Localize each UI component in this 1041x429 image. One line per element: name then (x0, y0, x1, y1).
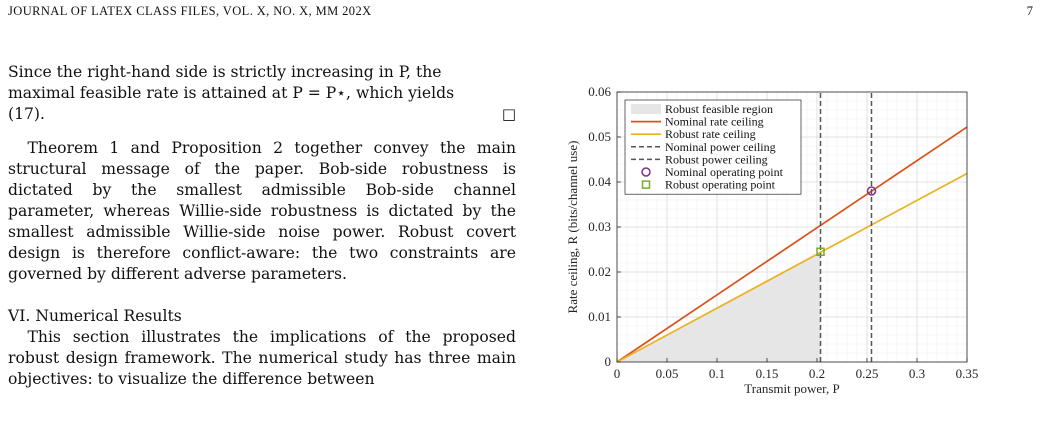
robust-rate-ceiling-line (616, 172, 968, 363)
y-tick-label: 0.03 (588, 219, 611, 234)
legend-entry: Robust rate ceiling (665, 127, 756, 141)
proof-line-2: maximal feasible rate is attained at P =… (8, 84, 455, 102)
rate-ceiling-chart: 0 0.05 0.1 0.15 0.2 0.25 0.3 0.35 0 0.01 0.02 0.03 0… (565, 84, 979, 396)
legend-entry: Robust operating point (665, 178, 776, 192)
robust-operating-point-marker (816, 247, 825, 256)
section-heading: VI. Numerical Results (8, 307, 182, 325)
qed-symbol: □ (501, 105, 516, 123)
x-tick-label: 0.3 (909, 366, 925, 381)
x-tick-label: 0.25 (856, 366, 879, 381)
y-tick-label: 0.06 (588, 84, 611, 99)
figure-rate-ceiling: 0 0.05 0.1 0.15 0.2 0.25 0.3 0.35 0 0.01 0.02 0.03 0… (556, 80, 986, 410)
left-column: Since the right-hand side is strictly in… (8, 62, 516, 390)
legend-swatch-circle (641, 167, 651, 177)
paragraph-structural-message: Theorem 1 and Proposition 2 together con… (8, 139, 516, 283)
running-header: JOURNAL OF LATEX CLASS FILES, VOL. X, NO… (8, 4, 372, 18)
y-tick-label: 0 (605, 354, 612, 369)
legend-swatch-area (631, 104, 661, 114)
legend-swatch-square (641, 180, 651, 189)
x-tick-label: 0.1 (709, 366, 725, 381)
paragraph-proof-end: Since the right-hand side is strictly in… (8, 62, 516, 125)
legend-entry: Robust feasible region (665, 102, 773, 116)
y-tick-label: 0.05 (588, 129, 611, 144)
y-axis-label: Rate ceiling, R (bits/channel use) (565, 141, 580, 314)
y-tick-label: 0.01 (588, 309, 611, 324)
legend-entry: Nominal power ceiling (665, 140, 776, 154)
nominal-operating-point-marker (866, 186, 877, 196)
y-tick-label: 0.04 (588, 174, 611, 189)
paragraph-numerical-intro: This section illustrates the implication… (8, 328, 516, 388)
x-tick-label: 0.05 (656, 366, 679, 381)
legend-entry: Robust power ceiling (665, 152, 768, 166)
proof-line-1: Since the right-hand side is strictly in… (8, 63, 442, 81)
x-tick-label: 0.2 (809, 366, 825, 381)
legend-entry: Nominal rate ceiling (665, 115, 764, 129)
nominal-rate-ceiling-line (616, 126, 968, 363)
page-number: 7 (1026, 4, 1033, 18)
legend-entry: Nominal operating point (665, 165, 784, 179)
y-tick-label: 0.02 (588, 264, 611, 279)
proof-line-3: (17). (8, 105, 45, 123)
x-tick-label: 0.35 (956, 366, 979, 381)
x-tick-label: 0.15 (756, 366, 779, 381)
x-tick-label: 0 (614, 366, 621, 381)
legend-box (624, 99, 802, 195)
x-axis-label: Transmit power, P (744, 381, 839, 396)
